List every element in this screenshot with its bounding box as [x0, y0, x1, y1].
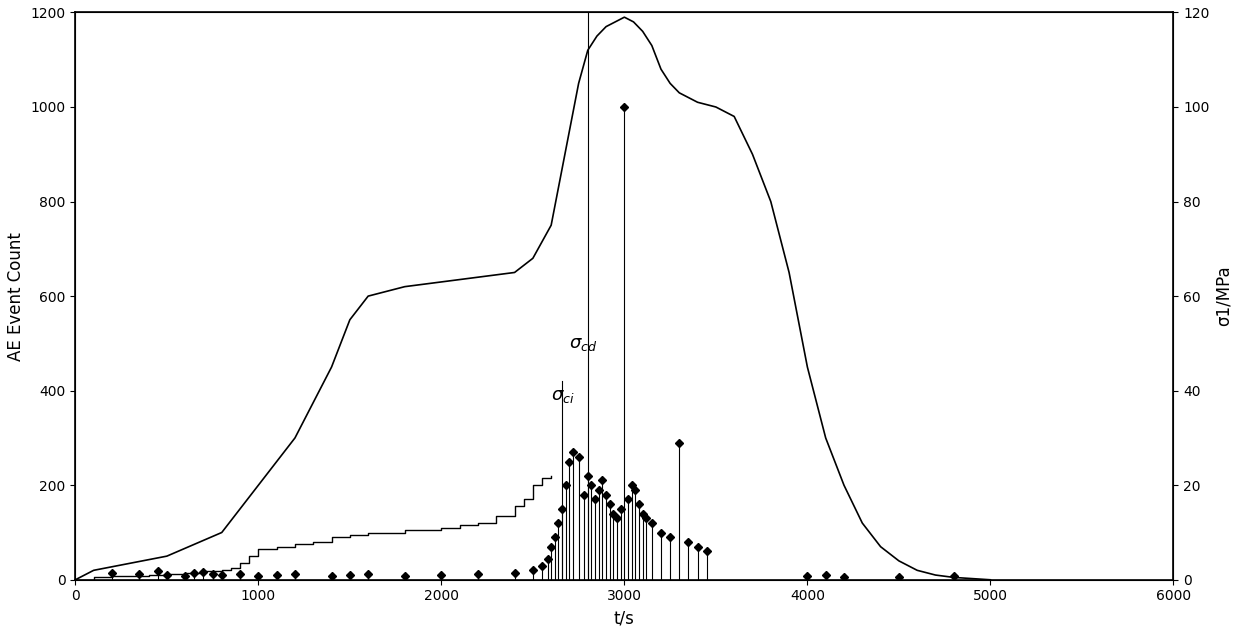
X-axis label: t/s: t/s — [614, 609, 635, 627]
Text: $\sigma_{cd}$: $\sigma_{cd}$ — [569, 335, 598, 353]
Y-axis label: AE Event Count: AE Event Count — [7, 231, 25, 361]
Text: $\sigma_{ci}$: $\sigma_{ci}$ — [551, 387, 575, 405]
Y-axis label: σ1/MPa: σ1/MPa — [1215, 266, 1233, 327]
